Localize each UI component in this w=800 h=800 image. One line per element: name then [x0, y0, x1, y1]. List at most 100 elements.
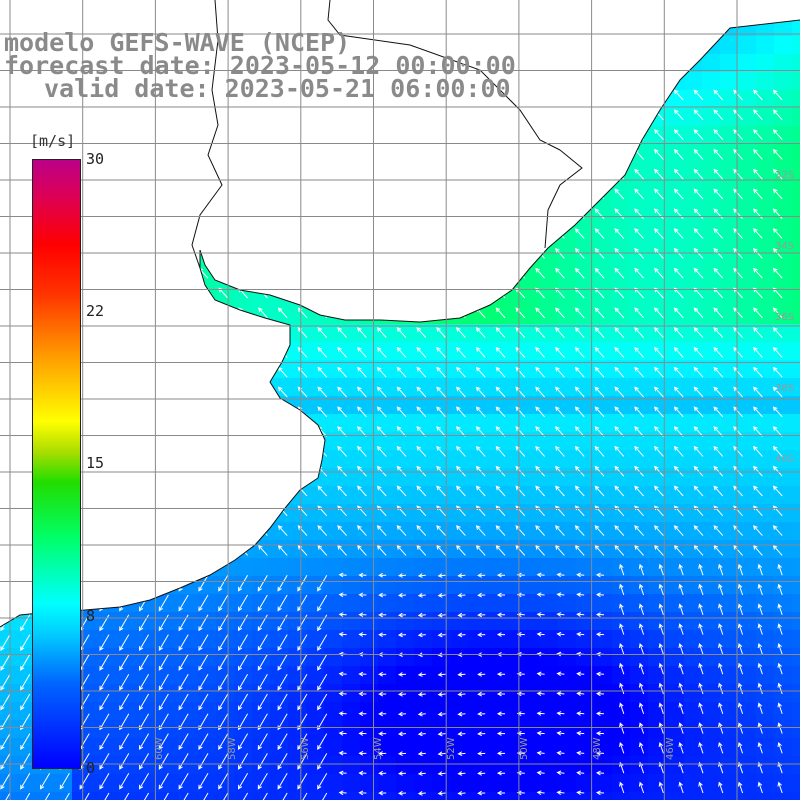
field-cell: [792, 342, 800, 360]
wind-arrow: [417, 711, 426, 717]
field-cell: [666, 108, 684, 126]
field-cell: [738, 144, 756, 162]
field-cell: [414, 774, 432, 792]
field-cell: [252, 666, 270, 684]
field-cell: [504, 792, 522, 800]
field-cell: [90, 612, 108, 630]
wind-arrow: [574, 485, 585, 497]
field-cell: [720, 774, 738, 792]
wind-arrow: [0, 753, 11, 770]
field-cell: [756, 738, 774, 756]
field-cell: [522, 738, 540, 756]
wind-arrow: [737, 722, 744, 734]
field-cell: [288, 612, 306, 630]
wind-arrow: [713, 307, 724, 319]
field-cell: [126, 630, 144, 648]
wind-arrow: [574, 426, 585, 437]
field-cell: [738, 198, 756, 216]
wind-arrow: [718, 761, 724, 774]
wind-arrow: [535, 544, 545, 556]
wind-arrow: [317, 733, 328, 751]
wind-arrow: [416, 386, 427, 398]
wind-arrow: [753, 465, 763, 477]
wind-arrow: [358, 731, 367, 736]
wind-arrow: [163, 792, 169, 800]
field-cell: [0, 720, 18, 738]
field-cell: [324, 324, 342, 342]
wind-arrow: [456, 327, 466, 338]
wind-arrow: [678, 742, 684, 754]
wind-arrow: [376, 327, 387, 338]
wind-arrow: [198, 673, 209, 691]
field-cell: [414, 342, 432, 360]
field-cell: [684, 468, 702, 486]
wind-arrow: [158, 753, 169, 770]
wind-arrow: [477, 632, 486, 638]
wind-arrow: [218, 614, 229, 632]
field-cell: [360, 666, 378, 684]
wind-arrow: [358, 750, 367, 756]
wind-arrow: [574, 247, 585, 259]
field-cell: [288, 540, 306, 558]
wind-arrow: [718, 583, 724, 596]
wind-arrow: [594, 544, 605, 556]
field-cell: [540, 612, 558, 630]
wind-arrow: [535, 445, 545, 457]
wind-arrow: [457, 573, 466, 578]
field-cell: [198, 792, 216, 800]
field-cell: [306, 720, 324, 738]
field-cell: [738, 738, 756, 756]
field-cell: [522, 630, 540, 648]
field-cell: [522, 684, 540, 702]
field-cell: [414, 360, 432, 378]
field-cell: [756, 432, 774, 450]
wind-arrow: [555, 307, 565, 319]
field-cell: [558, 432, 576, 450]
field-cell: [756, 36, 774, 54]
wind-arrow: [658, 682, 664, 695]
field-cell: [594, 378, 612, 396]
wind-arrow: [477, 790, 486, 796]
field-cell: [396, 702, 414, 720]
field-cell: [378, 756, 396, 774]
wind-arrow: [496, 691, 506, 697]
field-cell: [738, 396, 756, 414]
field-cell: [144, 630, 162, 648]
field-cell: [432, 450, 450, 468]
field-cell: [792, 144, 800, 162]
field-cell: [738, 702, 756, 720]
field-cell: [684, 360, 702, 378]
field-cell: [594, 792, 612, 800]
field-cell: [324, 594, 342, 612]
lat-label: 34S: [775, 241, 794, 252]
field-cell: [522, 288, 540, 306]
field-cell: [756, 234, 774, 252]
field-cell: [504, 702, 522, 720]
wind-arrow: [397, 632, 407, 638]
field-cell: [342, 486, 360, 504]
field-cell: [504, 342, 522, 360]
wind-arrow: [237, 574, 249, 592]
field-cell: [576, 414, 594, 432]
wind-arrow: [337, 525, 347, 536]
field-cell: [648, 378, 666, 396]
wind-arrow: [376, 485, 387, 497]
wind-arrow: [673, 346, 684, 358]
field-cell: [522, 486, 540, 504]
field-cell: [594, 774, 612, 792]
wind-arrow: [158, 693, 169, 711]
wind-arrow: [99, 753, 110, 770]
field-cell: [594, 738, 612, 756]
wind-arrow: [555, 445, 565, 457]
field-cell: [504, 576, 522, 594]
wind-arrow: [436, 544, 446, 556]
wind-arrow: [317, 654, 328, 671]
wind-arrow: [718, 643, 724, 655]
wind-arrow: [397, 573, 407, 578]
field-cell: [144, 720, 162, 738]
wind-arrow: [713, 485, 724, 497]
field-cell: [558, 324, 576, 342]
wind-arrow: [673, 485, 684, 497]
field-cell: [792, 180, 800, 198]
field-cell: [486, 486, 504, 504]
